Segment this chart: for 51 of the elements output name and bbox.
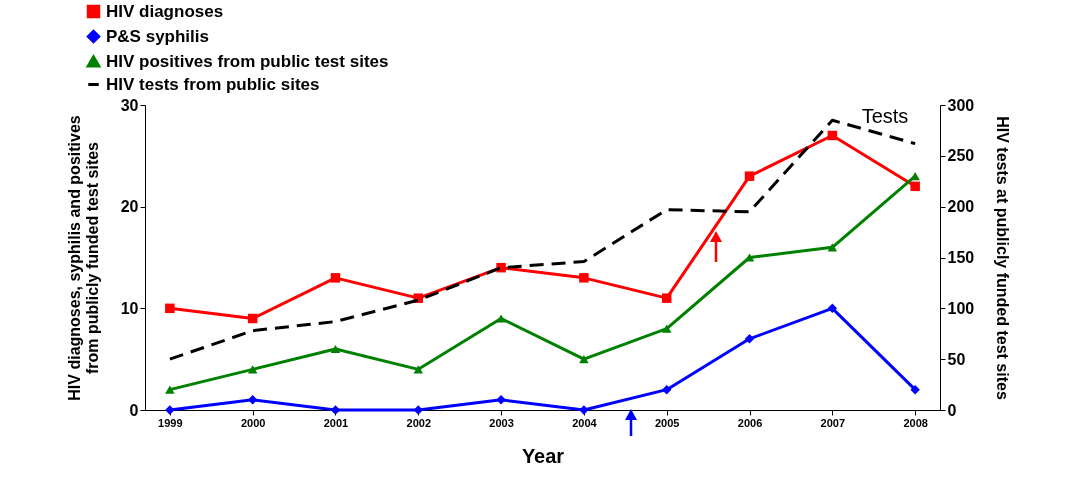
point — [165, 303, 175, 314]
point — [247, 395, 258, 405]
x-tick-label: 2005 — [654, 416, 680, 429]
point — [661, 324, 672, 333]
point — [496, 314, 506, 323]
point — [330, 344, 341, 354]
x-tick-label: 2006 — [737, 416, 763, 429]
point — [330, 273, 341, 283]
point — [496, 395, 506, 405]
legend-label: HIV diagnoses — [106, 1, 224, 21]
y-tick-label: 0 — [129, 401, 139, 419]
x-tick-label: 1999 — [158, 416, 183, 429]
legend-label: HIV positives from public test sites — [106, 51, 389, 71]
point — [827, 130, 838, 141]
annotation: Tests — [861, 105, 909, 127]
legend-label: P&S syphilis — [106, 26, 209, 46]
y-tick-label: 20 — [120, 198, 139, 216]
y2-tick-label: 100 — [947, 299, 975, 317]
y-tick-label: 10 — [120, 299, 139, 317]
x-tick-label: 2007 — [820, 416, 846, 429]
x-tick-label: 2002 — [406, 416, 432, 429]
legend-label: HIV tests from public sites — [106, 74, 320, 94]
point — [579, 273, 589, 283]
y-tick-label: 30 — [120, 96, 139, 114]
point — [661, 384, 672, 395]
point — [910, 181, 920, 192]
x-axis-title: Year — [521, 444, 565, 467]
y2-tick-label: 50 — [947, 350, 966, 368]
y2-tick-label: 250 — [947, 147, 975, 165]
y2-tick-label: 0 — [947, 401, 957, 419]
x-tick-label: 2000 — [240, 416, 266, 429]
point — [165, 385, 175, 394]
point — [827, 243, 838, 252]
point — [247, 365, 258, 374]
y2-tick-label: 300 — [947, 96, 975, 114]
x-tick-label: 2008 — [903, 416, 928, 429]
point — [744, 334, 755, 344]
x-tick-label: 2003 — [489, 416, 514, 429]
point — [910, 172, 920, 181]
y-axis-title: HIV diagnoses, syphilis and positives from publicly funded test sites — [65, 115, 101, 401]
x-tick-label: 2004 — [572, 416, 598, 429]
x-tick-label: 2001 — [323, 416, 349, 429]
point — [247, 313, 258, 324]
y2-tick-label: 200 — [947, 198, 975, 216]
point — [827, 303, 838, 314]
y2-axis-title: HIV tests at publicly funded test sites — [994, 116, 1012, 400]
point — [744, 171, 755, 181]
point — [579, 355, 589, 364]
point — [661, 293, 672, 303]
point — [910, 384, 920, 395]
y2-tick-label: 150 — [947, 249, 975, 266]
